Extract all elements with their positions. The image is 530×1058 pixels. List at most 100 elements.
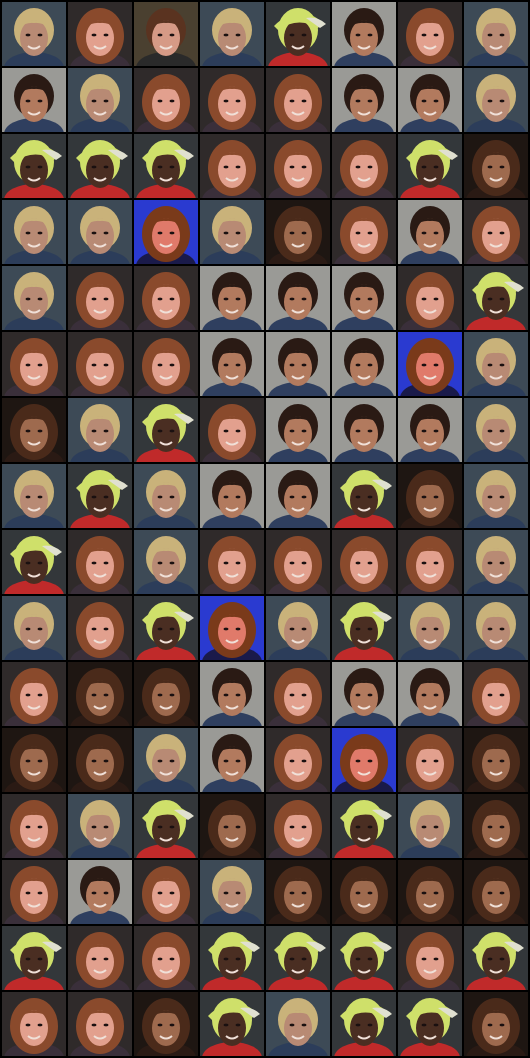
face-sample-tile — [266, 530, 330, 594]
face-sample-tile — [464, 200, 528, 264]
face-image — [332, 992, 396, 1056]
face-image — [332, 2, 396, 66]
face-sample-tile — [200, 794, 264, 858]
face-image — [2, 398, 66, 462]
face-image — [2, 266, 66, 330]
face-sample-tile — [2, 200, 66, 264]
face-sample-tile — [266, 464, 330, 528]
face-image — [68, 2, 132, 66]
face-sample-tile — [266, 728, 330, 792]
face-sample-tile — [68, 662, 132, 726]
face-sample-tile — [266, 662, 330, 726]
face-sample-tile — [200, 398, 264, 462]
face-sample-tile — [266, 926, 330, 990]
face-image — [134, 134, 198, 198]
face-sample-tile — [200, 530, 264, 594]
face-image — [464, 200, 528, 264]
face-sample-tile — [2, 2, 66, 66]
face-image — [266, 596, 330, 660]
face-sample-tile — [464, 860, 528, 924]
face-sample-tile — [332, 662, 396, 726]
face-sample-tile — [464, 728, 528, 792]
face-image — [68, 662, 132, 726]
face-image — [134, 2, 198, 66]
face-image — [266, 794, 330, 858]
face-sample-tile — [398, 662, 462, 726]
face-image — [68, 794, 132, 858]
face-image — [266, 992, 330, 1056]
face-sample-tile — [134, 662, 198, 726]
face-image — [2, 992, 66, 1056]
face-sample-tile — [200, 662, 264, 726]
face-sample-tile — [2, 926, 66, 990]
face-sample-tile — [68, 794, 132, 858]
face-image — [200, 68, 264, 132]
face-image — [464, 68, 528, 132]
face-sample-tile — [332, 728, 396, 792]
face-image — [200, 398, 264, 462]
face-image — [2, 662, 66, 726]
face-image — [200, 596, 264, 660]
face-sample-tile — [332, 2, 396, 66]
face-sample-tile — [398, 530, 462, 594]
face-image — [2, 2, 66, 66]
face-sample-tile — [464, 2, 528, 66]
face-image — [68, 332, 132, 396]
face-image — [266, 68, 330, 132]
face-sample-tile — [2, 134, 66, 198]
face-sample-tile — [2, 398, 66, 462]
face-sample-tile — [68, 398, 132, 462]
face-sample-tile — [2, 332, 66, 396]
face-image — [464, 860, 528, 924]
face-image — [200, 926, 264, 990]
face-image — [2, 332, 66, 396]
face-image — [134, 794, 198, 858]
face-sample-tile — [266, 860, 330, 924]
face-sample-tile — [200, 464, 264, 528]
face-image — [398, 200, 462, 264]
face-sample-tile — [68, 728, 132, 792]
face-sample-tile — [134, 926, 198, 990]
face-image — [464, 398, 528, 462]
face-image — [68, 464, 132, 528]
face-sample-tile — [398, 464, 462, 528]
face-image — [134, 662, 198, 726]
face-sample-tile — [2, 860, 66, 924]
face-image — [2, 728, 66, 792]
face-image — [266, 266, 330, 330]
face-sample-tile — [68, 596, 132, 660]
face-sample-tile — [266, 266, 330, 330]
face-image — [398, 332, 462, 396]
face-sample-tile — [134, 2, 198, 66]
face-sample-tile — [332, 530, 396, 594]
face-sample-tile — [464, 134, 528, 198]
face-sample-tile — [398, 134, 462, 198]
face-sample-tile — [200, 134, 264, 198]
face-image — [200, 662, 264, 726]
face-image — [398, 2, 462, 66]
face-image — [464, 134, 528, 198]
face-image — [134, 530, 198, 594]
face-image — [266, 2, 330, 66]
face-sample-tile — [332, 992, 396, 1056]
face-image — [200, 530, 264, 594]
face-image — [68, 860, 132, 924]
face-sample-tile — [464, 596, 528, 660]
face-image — [134, 398, 198, 462]
face-sample-tile — [134, 68, 198, 132]
face-sample-tile — [134, 992, 198, 1056]
face-image — [398, 926, 462, 990]
face-sample-tile — [2, 464, 66, 528]
face-sample-tile — [398, 992, 462, 1056]
face-sample-tile — [266, 794, 330, 858]
face-image — [200, 200, 264, 264]
face-image — [266, 926, 330, 990]
face-image — [68, 728, 132, 792]
face-image — [134, 926, 198, 990]
face-sample-tile — [464, 398, 528, 462]
face-image — [332, 926, 396, 990]
face-image — [266, 134, 330, 198]
face-image — [464, 596, 528, 660]
face-image — [332, 398, 396, 462]
face-sample-tile — [464, 992, 528, 1056]
